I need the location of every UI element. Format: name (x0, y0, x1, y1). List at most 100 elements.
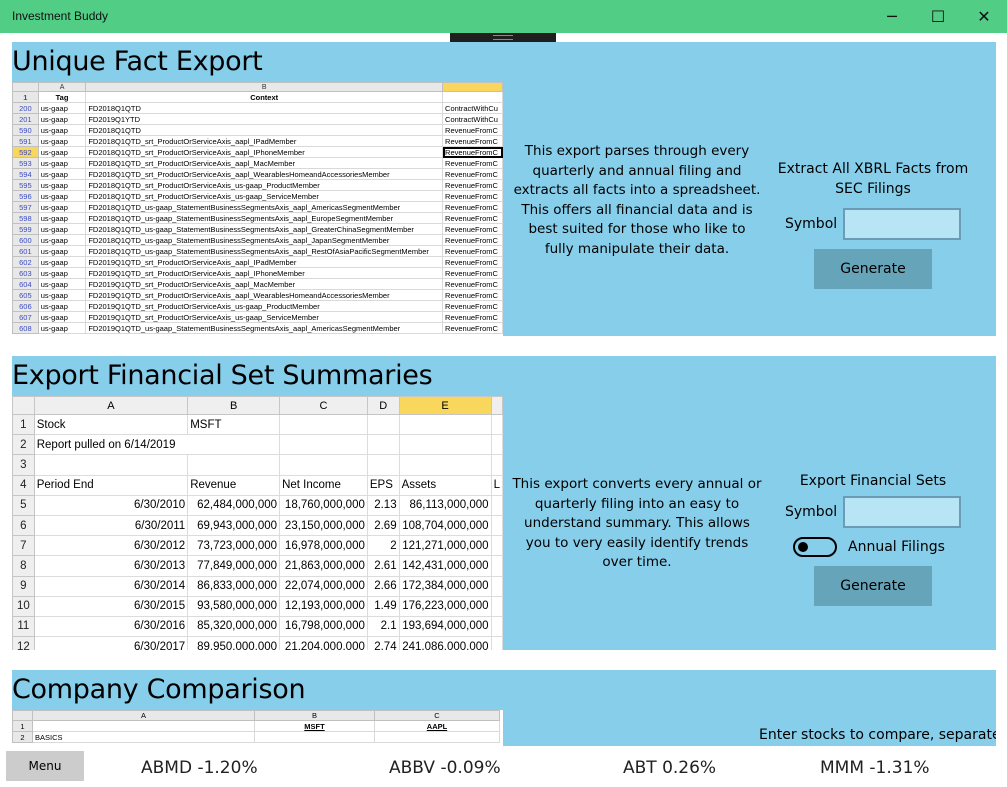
bottom-bar: Menu ABMD -1.20% ABBV -0.09% ABT 0.26% M… (0, 746, 1007, 787)
table-cell: FD2018Q1QTD_srt_ProductOrServiceAxis_us-… (85, 190, 444, 202)
section-title: Export Financial Set Summaries (12, 360, 433, 391)
table-cell: FD2018Q1QTD_us-gaap_StatementBusinessSeg… (85, 234, 444, 246)
table-cell (366, 413, 400, 436)
table-row: 599 us-gaap FD2018Q1QTD_us-gaap_StatementB… (12, 223, 503, 235)
table-cell: us-gaap (37, 289, 87, 301)
table-cell: 2.69 (366, 514, 400, 537)
table-cell: 12,193,000,000 (279, 595, 368, 617)
table-row: 590 us-gaap FD2018Q1QTD RevenueFromC (12, 124, 503, 136)
table-cell: us-gaap (37, 201, 87, 213)
table-cell: RevenueFromC (442, 179, 503, 191)
table-cell: RevenueFromC (442, 135, 503, 147)
table-cell: 62,484,000,000 (187, 494, 281, 516)
row-number: 590 (12, 124, 39, 136)
table-row: 594 us-gaap FD2018Q1QTD_srt_ProductOrServi… (12, 168, 503, 180)
row-number: 1 (12, 91, 39, 103)
table-row: 2 BASICS (12, 731, 500, 743)
table-cell: us-gaap (37, 223, 87, 235)
table-cell: FD2018Q1QTD (85, 102, 444, 114)
table-cell (398, 434, 492, 456)
row-number: 1 (12, 720, 33, 732)
table-cell (279, 454, 368, 476)
table-cell: 86,833,000,000 (187, 575, 281, 597)
table-cell: us-gaap (37, 135, 87, 147)
table-cell: MSFT (187, 413, 281, 436)
table-cell (187, 454, 281, 476)
table-row: 603 us-gaap FD2019Q1QTD_srt_ProductOrServi… (12, 267, 503, 279)
table-row: 200 us-gaap FD2018Q1QTD ContractWithCu (12, 102, 503, 114)
drag-handle[interactable] (450, 33, 556, 43)
corner-cell (12, 82, 39, 92)
table-cell (398, 413, 492, 436)
table-cell: RevenueFromC (442, 201, 503, 213)
table-cell: FD2018Q1QTD (85, 124, 444, 136)
table-row: 7 6/30/2012 73,723,000,000 16,978,000,000 2 1… (12, 535, 503, 557)
table-row: 1 Stock MSFT (12, 413, 503, 436)
table-cell: 2.13 (366, 494, 400, 516)
table-cell: us-gaap (37, 124, 87, 136)
generate-button[interactable]: Generate (814, 249, 932, 289)
table-cell: 23,150,000,000 (279, 514, 368, 537)
table-row: 593 us-gaap FD2018Q1QTD_srt_ProductOrServi… (12, 157, 503, 169)
row-number: 600 (12, 234, 39, 246)
table-row: 601 us-gaap FD2018Q1QTD_us-gaap_StatementB… (12, 245, 503, 257)
column-header: D (366, 396, 400, 415)
row-number: 596 (12, 190, 39, 202)
table-cell: 89,950,000,000 (187, 636, 281, 650)
row-number: 604 (12, 278, 39, 290)
table-row: 201 us-gaap FD2019Q1YTD ContractWithCu (12, 113, 503, 125)
table-row: 597 us-gaap FD2018Q1QTD_us-gaap_StatementB… (12, 201, 503, 213)
table-cell: FD2018Q1QTD_us-gaap_StatementBusinessSeg… (85, 245, 444, 257)
table-cell: us-gaap (37, 146, 87, 158)
minimize-button[interactable]: ─ (869, 0, 915, 33)
row-number: 10 (12, 595, 35, 617)
corner-cell (12, 396, 35, 415)
table-cell (374, 731, 500, 743)
column-header: B (254, 710, 375, 721)
table-cell: RevenueFromC (442, 256, 503, 268)
financial-set-summaries-panel: Export Financial Set Summaries A B C D E 1 Sto… (12, 356, 996, 650)
close-button[interactable]: ✕ (961, 0, 1007, 33)
header-cell (442, 91, 503, 103)
row-number: 601 (12, 245, 39, 257)
maximize-button[interactable]: ☐ (915, 0, 961, 33)
table-cell: 18,760,000,000 (279, 494, 368, 516)
table-cell (32, 720, 255, 732)
row-number: 8 (12, 555, 35, 577)
table-cell: us-gaap (37, 234, 87, 246)
row-number: 607 (12, 311, 39, 323)
table-cell: 16,798,000,000 (279, 615, 368, 638)
table-row: 9 6/30/2014 86,833,000,000 22,074,000,000 2.… (12, 575, 503, 597)
table-cell: AAPL (374, 720, 500, 732)
table-cell: us-gaap (37, 256, 87, 268)
row-number: 4 (12, 474, 35, 496)
comparison-preview-sheet: A B C 1 MSFT AAPL 2 BASICS (12, 710, 503, 746)
table-cell: FD2019Q1QTD_us-gaap_StatementBusinessSeg… (85, 322, 444, 334)
generate-button[interactable]: Generate (814, 566, 932, 606)
fact-export-preview-sheet: A B 1 Tag Context 200 us-gaap FD2018Q1QTD Contra… (12, 82, 503, 336)
table-cell (490, 615, 503, 638)
table-cell: Net Income (279, 474, 368, 496)
table-cell (366, 434, 400, 456)
table-cell: us-gaap (37, 157, 87, 169)
table-cell: RevenueFromC (442, 300, 503, 312)
corner-cell (12, 710, 33, 721)
section-title: Unique Fact Export (12, 46, 263, 77)
annual-filings-toggle[interactable] (793, 537, 837, 557)
financial-summary-preview-sheet: A B C D E 1 Stock MSFT 2 Report pulled on 6/14/20… (12, 396, 503, 650)
section-heading: Extract All XBRL Facts from SEC Filings (777, 161, 969, 197)
symbol-input[interactable] (843, 208, 961, 240)
row-number: 1 (12, 413, 35, 436)
table-row: 607 us-gaap FD2019Q1QTD_srt_ProductOrServi… (12, 311, 503, 323)
table-cell: 2 (366, 535, 400, 557)
table-row: 600 us-gaap FD2018Q1QTD_us-gaap_StatementB… (12, 234, 503, 246)
table-cell: 142,431,000,000 (398, 555, 492, 577)
table-row: 10 6/30/2015 93,580,000,000 12,193,000,000 1… (12, 595, 503, 617)
menu-button[interactable]: Menu (6, 751, 84, 781)
table-cell (490, 494, 503, 516)
table-cell: 21,863,000,000 (279, 555, 368, 577)
symbol-input[interactable] (843, 496, 961, 528)
table-row: 8 6/30/2013 77,849,000,000 21,863,000,000 2.… (12, 555, 503, 577)
table-cell: us-gaap (37, 212, 87, 224)
